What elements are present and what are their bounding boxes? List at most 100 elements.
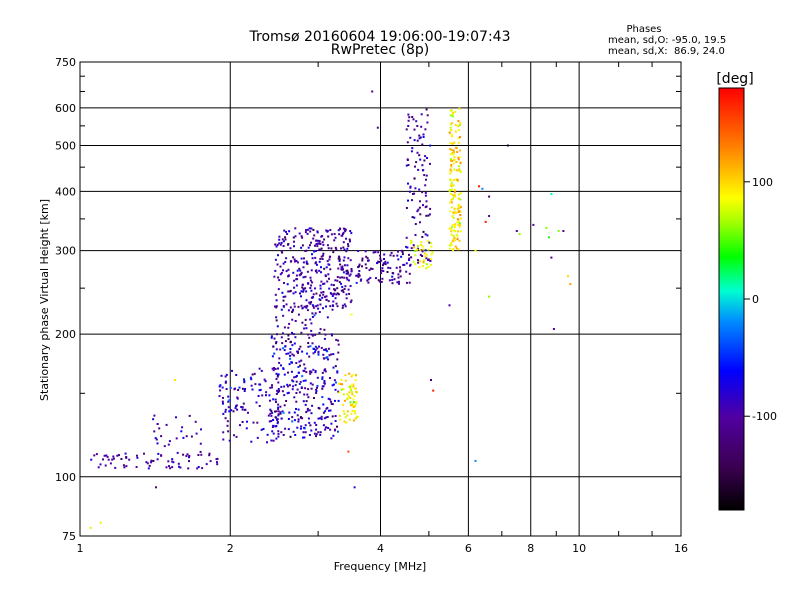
- scatter-point: [488, 195, 491, 198]
- scatter-point: [323, 267, 326, 270]
- scatter-point: [449, 227, 452, 230]
- scatter-point: [274, 398, 277, 401]
- scatter-point: [269, 399, 271, 402]
- scatter-point: [265, 391, 268, 394]
- scatter-point: [111, 458, 114, 461]
- scatter-point: [296, 426, 299, 429]
- scatter-point: [378, 260, 381, 263]
- scatter-point: [278, 279, 281, 282]
- scatter-point: [313, 234, 316, 237]
- scatter-point: [449, 172, 452, 175]
- scatter-point: [311, 257, 314, 260]
- scatter-point: [304, 231, 307, 234]
- scatter-point: [398, 282, 400, 285]
- scatter-point: [305, 249, 308, 252]
- scatter-point: [286, 283, 289, 286]
- scatter-point: [314, 345, 317, 348]
- scatter-point: [318, 407, 321, 410]
- scatter-point: [429, 259, 432, 262]
- scatter-point: [332, 293, 335, 296]
- scatter-point: [224, 380, 227, 383]
- scatter-point: [176, 451, 179, 454]
- scatter-point: [379, 257, 382, 260]
- stats-line-x: mean, sd,X: 86.9, 24.0: [608, 46, 725, 57]
- scatter-point: [171, 458, 174, 461]
- scatter-point: [423, 159, 426, 162]
- scatter-point: [304, 287, 307, 290]
- scatter-point: [288, 384, 291, 387]
- scatter-point: [279, 412, 282, 415]
- scatter-point: [209, 460, 212, 463]
- scatter-point: [410, 240, 413, 243]
- scatter-point: [266, 433, 269, 436]
- scatter-point: [451, 160, 454, 162]
- scatter-point: [182, 436, 185, 439]
- scatter-point: [316, 376, 319, 379]
- scatter-point: [256, 436, 259, 439]
- scatter-point: [293, 305, 296, 308]
- scatter-point: [350, 375, 353, 378]
- scatter-point: [358, 265, 360, 268]
- scatter-point: [271, 430, 274, 433]
- stats-line-o: mean, sd,O: -95.0, 19.5: [608, 35, 726, 46]
- scatter-point: [451, 115, 454, 118]
- scatter-point: [282, 299, 285, 302]
- scatter-point: [457, 129, 460, 132]
- scatter-point: [316, 384, 319, 387]
- scatter-point: [424, 128, 427, 131]
- scatter-point: [302, 261, 305, 264]
- scatter-point: [397, 273, 400, 276]
- scatter-point: [353, 395, 356, 398]
- scatter-point: [414, 223, 417, 225]
- scatter-point: [106, 455, 109, 458]
- scatter-point: [315, 428, 318, 431]
- scatter-point: [351, 403, 354, 405]
- scatter-point: [425, 214, 428, 217]
- scatter-point: [330, 422, 333, 425]
- scatter-point: [335, 381, 337, 384]
- scatter-point: [456, 218, 459, 221]
- scatter-point: [323, 380, 326, 382]
- scatter-point: [418, 206, 421, 209]
- x-tick-label: 10: [572, 542, 586, 555]
- scatter-point: [458, 239, 461, 242]
- scatter-point: [269, 412, 272, 415]
- scatter-point: [405, 245, 408, 248]
- scatter-point: [286, 383, 289, 386]
- scatter-point: [275, 348, 278, 351]
- scatter-point: [343, 288, 346, 290]
- scatter-point: [339, 227, 342, 230]
- scatter-point: [456, 221, 459, 224]
- scatter-point: [125, 465, 128, 468]
- scatter-point: [453, 207, 456, 210]
- scatter-point: [182, 453, 185, 456]
- scatter-point: [273, 337, 276, 340]
- scatter-point: [323, 282, 326, 285]
- scatter-point: [301, 350, 304, 353]
- scatter-point: [318, 345, 320, 348]
- scatter-point: [306, 228, 309, 231]
- scatter-point: [419, 158, 422, 161]
- scatter-point: [239, 424, 241, 427]
- scatter-point: [243, 408, 246, 411]
- scatter-point: [287, 391, 290, 394]
- scatter-point: [277, 414, 280, 417]
- scatter-point: [293, 411, 296, 414]
- scatter-point: [454, 124, 457, 126]
- scatter-point: [327, 347, 330, 350]
- scatter-point: [319, 287, 322, 290]
- scatter-point: [284, 236, 287, 239]
- scatter-point: [195, 432, 198, 435]
- scatter-point: [407, 199, 409, 202]
- scatter-point: [303, 393, 306, 396]
- scatter-point: [279, 265, 282, 268]
- scatter-point: [236, 396, 239, 399]
- scatter-point: [330, 333, 333, 336]
- scatter-point: [453, 158, 455, 161]
- scatter-point: [295, 284, 298, 287]
- scatter-point: [306, 407, 309, 410]
- scatter-point: [354, 379, 357, 382]
- scatter-point: [329, 409, 332, 412]
- scatter-point: [295, 392, 298, 394]
- scatter-point: [295, 380, 298, 383]
